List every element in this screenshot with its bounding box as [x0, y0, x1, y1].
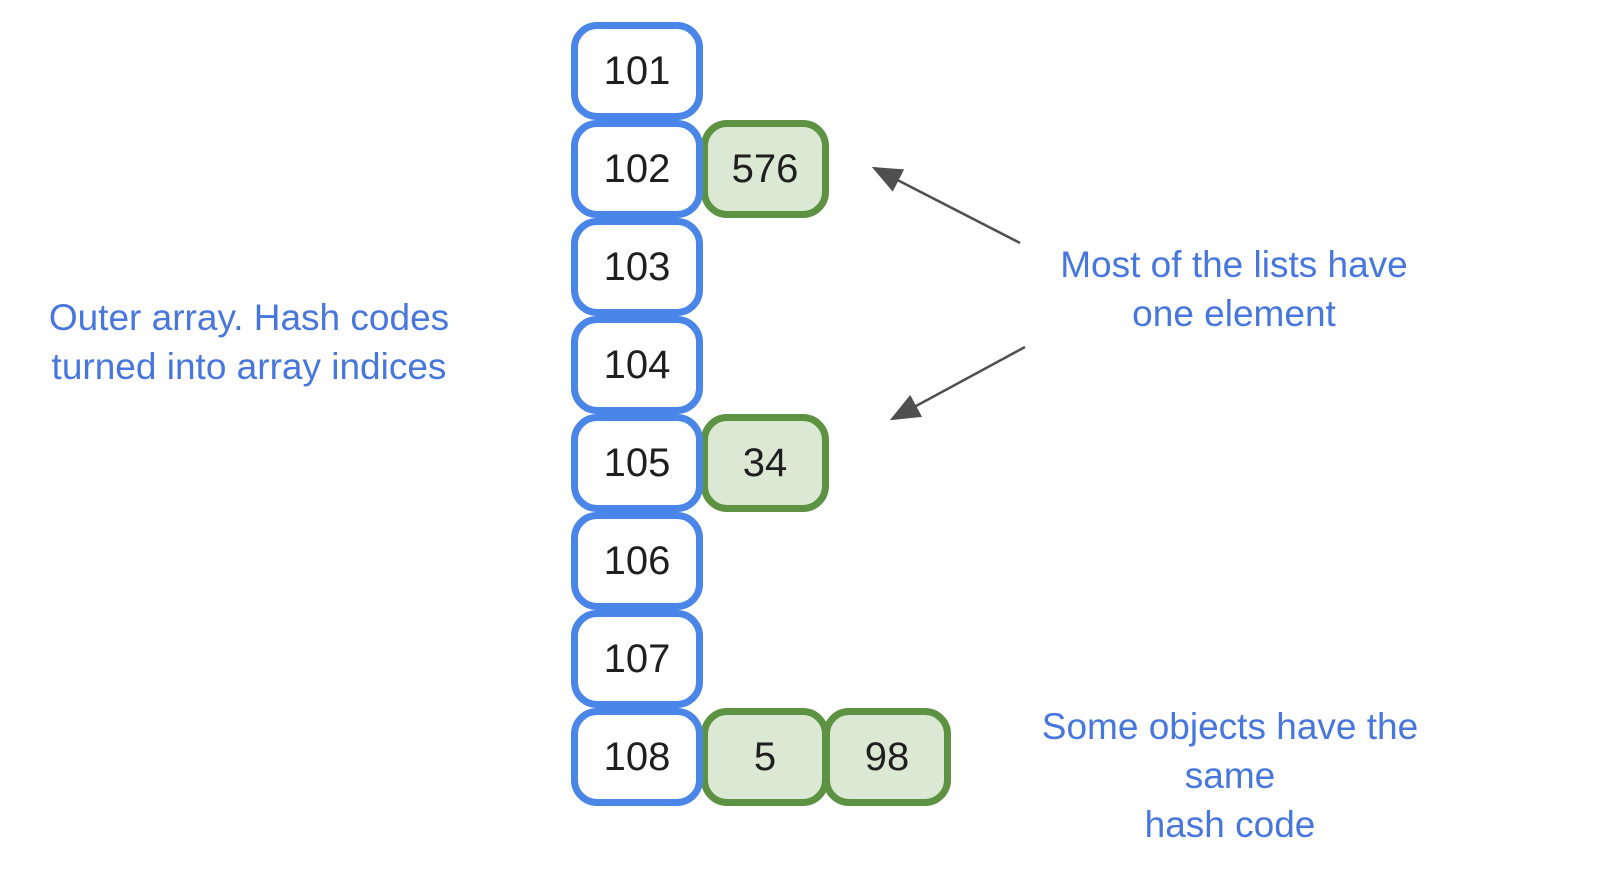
array-bucket-108: 108	[571, 708, 703, 806]
chain-value-label: 98	[864, 734, 910, 779]
one-element-caption: Most of the lists have one element	[1060, 244, 1408, 334]
bucket-index-label: 102	[603, 146, 671, 191]
chain-value-label: 5	[753, 734, 777, 779]
chain-value-label: 34	[742, 440, 788, 485]
bucket-index-label: 107	[603, 636, 671, 681]
array-bucket-104: 104	[571, 316, 703, 414]
chain-node-98: 98	[823, 708, 951, 806]
array-bucket-102: 102	[571, 120, 703, 218]
array-bucket-103: 103	[571, 218, 703, 316]
same-hash-caption: Some objects have the same hash code	[1041, 706, 1419, 845]
chain-node-576: 576	[701, 120, 829, 218]
arrow-to-chain-576	[871, 166, 1021, 245]
bucket-index-label: 105	[603, 440, 671, 485]
chain-value-label: 576	[731, 146, 799, 191]
array-bucket-105: 105	[571, 414, 703, 512]
chain-node-5: 5	[701, 708, 829, 806]
arrow-to-chain-34	[889, 345, 1026, 421]
bucket-index-label: 106	[603, 538, 671, 583]
array-bucket-107: 107	[571, 610, 703, 708]
outer-array-caption: Outer array. Hash codes turned into arra…	[48, 297, 450, 387]
bucket-index-label: 104	[603, 342, 671, 387]
chain-node-34: 34	[701, 414, 829, 512]
bucket-index-label: 101	[603, 48, 671, 93]
bucket-index-label: 108	[603, 734, 671, 779]
array-bucket-101: 101	[571, 22, 703, 120]
bucket-index-label: 103	[603, 244, 671, 289]
array-bucket-106: 106	[571, 512, 703, 610]
